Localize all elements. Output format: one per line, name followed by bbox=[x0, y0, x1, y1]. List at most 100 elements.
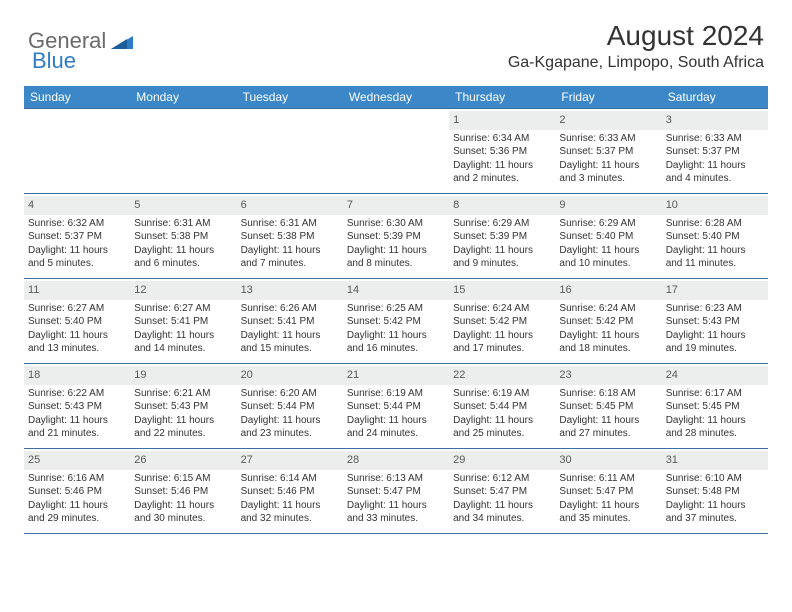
day-number: 28 bbox=[343, 451, 449, 470]
day-cell: 20Sunrise: 6:20 AMSunset: 5:44 PMDayligh… bbox=[237, 364, 343, 448]
day-number: 27 bbox=[237, 451, 343, 470]
day-cell: 28Sunrise: 6:13 AMSunset: 5:47 PMDayligh… bbox=[343, 449, 449, 533]
sunset-text: Sunset: 5:41 PM bbox=[134, 315, 232, 329]
sunrise-text: Sunrise: 6:19 AM bbox=[347, 387, 445, 401]
sunrise-text: Sunrise: 6:15 AM bbox=[134, 472, 232, 486]
day-cell: 2Sunrise: 6:33 AMSunset: 5:37 PMDaylight… bbox=[555, 109, 661, 193]
day-number: 9 bbox=[555, 196, 661, 215]
daylight-text: Daylight: 11 hours and 34 minutes. bbox=[453, 499, 551, 526]
week-row: 18Sunrise: 6:22 AMSunset: 5:43 PMDayligh… bbox=[24, 363, 768, 448]
sunset-text: Sunset: 5:47 PM bbox=[453, 485, 551, 499]
day-cell bbox=[24, 109, 130, 193]
daylight-text: Daylight: 11 hours and 19 minutes. bbox=[666, 329, 764, 356]
day-cell: 18Sunrise: 6:22 AMSunset: 5:43 PMDayligh… bbox=[24, 364, 130, 448]
sunset-text: Sunset: 5:46 PM bbox=[28, 485, 126, 499]
day-cell: 29Sunrise: 6:12 AMSunset: 5:47 PMDayligh… bbox=[449, 449, 555, 533]
logo-text-blue: Blue bbox=[32, 48, 76, 73]
day-number: 29 bbox=[449, 451, 555, 470]
day-cell: 9Sunrise: 6:29 AMSunset: 5:40 PMDaylight… bbox=[555, 194, 661, 278]
sunset-text: Sunset: 5:44 PM bbox=[241, 400, 339, 414]
sunrise-text: Sunrise: 6:32 AM bbox=[28, 217, 126, 231]
week-row: 4Sunrise: 6:32 AMSunset: 5:37 PMDaylight… bbox=[24, 193, 768, 278]
sunset-text: Sunset: 5:44 PM bbox=[347, 400, 445, 414]
daylight-text: Daylight: 11 hours and 18 minutes. bbox=[559, 329, 657, 356]
sunrise-text: Sunrise: 6:10 AM bbox=[666, 472, 764, 486]
daylight-text: Daylight: 11 hours and 25 minutes. bbox=[453, 414, 551, 441]
calendar-head: Sunday Monday Tuesday Wednesday Thursday… bbox=[24, 86, 768, 108]
daylight-text: Daylight: 11 hours and 22 minutes. bbox=[134, 414, 232, 441]
day-number: 8 bbox=[449, 196, 555, 215]
day-cell: 22Sunrise: 6:19 AMSunset: 5:44 PMDayligh… bbox=[449, 364, 555, 448]
day-number: 23 bbox=[555, 366, 661, 385]
dayname-mon: Monday bbox=[130, 86, 236, 108]
sunrise-text: Sunrise: 6:22 AM bbox=[28, 387, 126, 401]
sunset-text: Sunset: 5:43 PM bbox=[28, 400, 126, 414]
week-row: 11Sunrise: 6:27 AMSunset: 5:40 PMDayligh… bbox=[24, 278, 768, 363]
daylight-text: Daylight: 11 hours and 14 minutes. bbox=[134, 329, 232, 356]
dayname-sun: Sunday bbox=[24, 86, 130, 108]
day-cell: 25Sunrise: 6:16 AMSunset: 5:46 PMDayligh… bbox=[24, 449, 130, 533]
day-cell: 3Sunrise: 6:33 AMSunset: 5:37 PMDaylight… bbox=[662, 109, 768, 193]
sunset-text: Sunset: 5:47 PM bbox=[347, 485, 445, 499]
day-cell: 7Sunrise: 6:30 AMSunset: 5:39 PMDaylight… bbox=[343, 194, 449, 278]
sunset-text: Sunset: 5:38 PM bbox=[134, 230, 232, 244]
daylight-text: Daylight: 11 hours and 15 minutes. bbox=[241, 329, 339, 356]
daylight-text: Daylight: 11 hours and 35 minutes. bbox=[559, 499, 657, 526]
sunset-text: Sunset: 5:41 PM bbox=[241, 315, 339, 329]
sunset-text: Sunset: 5:46 PM bbox=[134, 485, 232, 499]
sunset-text: Sunset: 5:37 PM bbox=[666, 145, 764, 159]
daylight-text: Daylight: 11 hours and 28 minutes. bbox=[666, 414, 764, 441]
logo-blue-wrap: Blue bbox=[32, 48, 76, 74]
daylight-text: Daylight: 11 hours and 32 minutes. bbox=[241, 499, 339, 526]
dayname-tue: Tuesday bbox=[237, 86, 343, 108]
dayname-wed: Wednesday bbox=[343, 86, 449, 108]
sunrise-text: Sunrise: 6:34 AM bbox=[453, 132, 551, 146]
day-number: 15 bbox=[449, 281, 555, 300]
title-block: August 2024 Ga-Kgapane, Limpopo, South A… bbox=[508, 20, 764, 72]
day-number: 13 bbox=[237, 281, 343, 300]
daylight-text: Daylight: 11 hours and 6 minutes. bbox=[134, 244, 232, 271]
day-cell: 11Sunrise: 6:27 AMSunset: 5:40 PMDayligh… bbox=[24, 279, 130, 363]
day-number bbox=[24, 111, 130, 115]
sunrise-text: Sunrise: 6:31 AM bbox=[134, 217, 232, 231]
day-number: 20 bbox=[237, 366, 343, 385]
calendar-body: 1 Sunrise: 6:34 AMSunset: 5:36 PM Daylight… bbox=[24, 108, 768, 533]
day-number: 30 bbox=[555, 451, 661, 470]
daylight-text: Daylight: 11 hours and 17 minutes. bbox=[453, 329, 551, 356]
day-number: 11 bbox=[24, 281, 130, 300]
day-number: 6 bbox=[237, 196, 343, 215]
day-number: 4 bbox=[24, 196, 130, 215]
sunset-text: Sunset: 5:42 PM bbox=[347, 315, 445, 329]
sunrise-text: Sunrise: 6:20 AM bbox=[241, 387, 339, 401]
daylight-text: Daylight: 11 hours and 37 minutes. bbox=[666, 499, 764, 526]
daylight-text: Daylight: 11 hours and 24 minutes. bbox=[347, 414, 445, 441]
daylight-text: Daylight: 11 hours and 7 minutes. bbox=[241, 244, 339, 271]
day-cell: 30Sunrise: 6:11 AMSunset: 5:47 PMDayligh… bbox=[555, 449, 661, 533]
location-label: Ga-Kgapane, Limpopo, South Africa bbox=[508, 54, 764, 72]
day-number: 16 bbox=[555, 281, 661, 300]
day-cell: 1Sunrise: 6:34 AMSunset: 5:36 PMDaylight… bbox=[449, 109, 555, 193]
dayname-thu: Thursday bbox=[449, 86, 555, 108]
day-cell: 27Sunrise: 6:14 AMSunset: 5:46 PMDayligh… bbox=[237, 449, 343, 533]
day-cell bbox=[237, 109, 343, 193]
day-number: 31 bbox=[662, 451, 768, 470]
month-title: August 2024 bbox=[508, 20, 764, 52]
sunrise-text: Sunrise: 6:21 AM bbox=[134, 387, 232, 401]
daylight-text: Daylight: 11 hours and 11 minutes. bbox=[666, 244, 764, 271]
sunset-text: Sunset: 5:37 PM bbox=[559, 145, 657, 159]
daylight-text: Daylight: 11 hours and 21 minutes. bbox=[28, 414, 126, 441]
daylight-text: Daylight: 11 hours and 3 minutes. bbox=[559, 159, 657, 186]
day-number: 14 bbox=[343, 281, 449, 300]
daylight-text: Daylight: 11 hours and 30 minutes. bbox=[134, 499, 232, 526]
day-cell bbox=[130, 109, 236, 193]
sunrise-text: Sunrise: 6:29 AM bbox=[453, 217, 551, 231]
day-cell bbox=[343, 109, 449, 193]
header: General August 2024 Ga-Kgapane, Limpopo,… bbox=[0, 0, 792, 80]
sunrise-text: Sunrise: 6:17 AM bbox=[666, 387, 764, 401]
day-number: 1 bbox=[449, 111, 555, 130]
sunset-text: Sunset: 5:40 PM bbox=[666, 230, 764, 244]
day-number: 19 bbox=[130, 366, 236, 385]
day-cell: 12Sunrise: 6:27 AMSunset: 5:41 PMDayligh… bbox=[130, 279, 236, 363]
sunset-text: Sunset: 5:36 PM bbox=[453, 145, 551, 159]
day-cell: 6Sunrise: 6:31 AMSunset: 5:38 PMDaylight… bbox=[237, 194, 343, 278]
